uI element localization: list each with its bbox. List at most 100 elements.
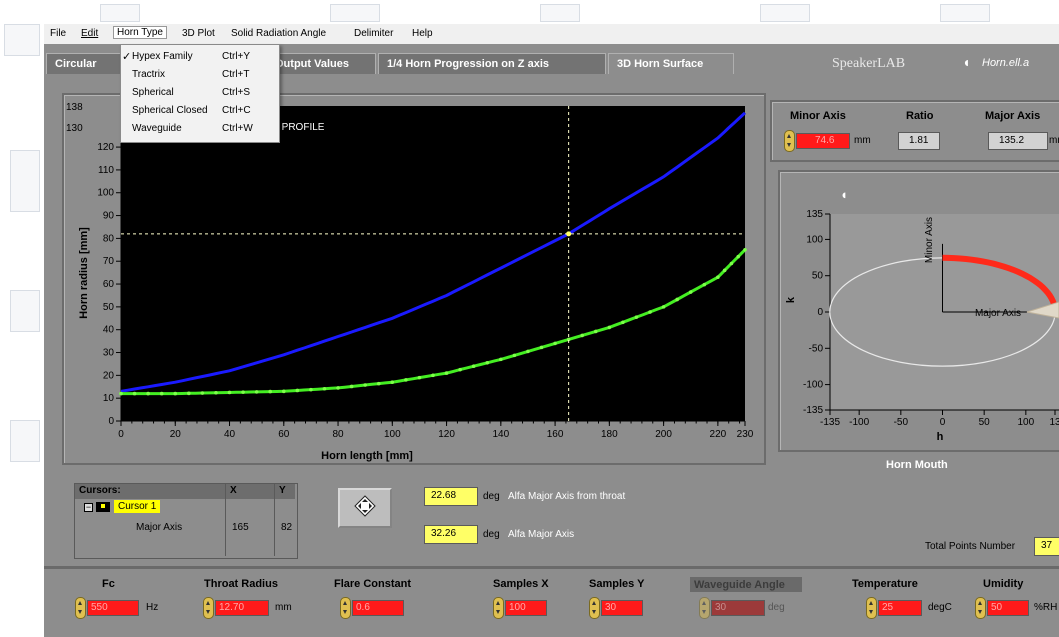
- menu-item-label: Spherical Closed: [132, 105, 208, 116]
- waveguide-label-bg: [690, 577, 802, 592]
- y-tick-label: 120: [97, 142, 114, 153]
- temperature-field[interactable]: 25: [878, 600, 922, 616]
- menu-help[interactable]: Help: [412, 28, 433, 39]
- throat-radius-field[interactable]: 12.70: [215, 600, 269, 616]
- background-shape: [10, 420, 40, 462]
- app-logo: SpeakerLAB: [832, 56, 906, 71]
- umidity-label: Umidity: [983, 578, 1024, 590]
- series-point: [309, 387, 313, 392]
- series-point: [376, 381, 381, 386]
- mouth-x-axis-label: h: [937, 431, 944, 443]
- collapse-icon[interactable]: −: [84, 502, 93, 512]
- series-point: [722, 268, 727, 273]
- column-divider: [225, 484, 226, 556]
- series-point: [471, 364, 476, 369]
- menu-item-waveguide[interactable]: Waveguide Ctrl+W: [121, 120, 279, 138]
- series-point: [295, 388, 300, 393]
- series-point: [580, 333, 585, 338]
- ratio-label: Ratio: [906, 110, 934, 122]
- series-point: [593, 329, 598, 334]
- umidity-field[interactable]: 50: [987, 600, 1029, 616]
- tab-output-values[interactable]: Output Values: [270, 53, 376, 74]
- background-shape: [940, 4, 990, 22]
- mouth-y-tick-label: 135: [806, 209, 823, 220]
- total-points-field: 37: [1034, 537, 1059, 556]
- series-point: [553, 341, 557, 346]
- menu-item-shortcut: Ctrl+S: [222, 87, 251, 98]
- cursors-col-y: Y: [279, 485, 286, 496]
- menu-item-label: Tractrix: [132, 69, 165, 80]
- diamond-arrows-icon: [354, 495, 376, 517]
- y-tick-label: 30: [103, 348, 115, 359]
- menu-file[interactable]: File: [50, 28, 67, 39]
- menu-delimiter[interactable]: Delimiter: [354, 28, 394, 39]
- mouth-quarter-outline: [942, 254, 1059, 313]
- major-axis-unit: mm: [1049, 135, 1059, 146]
- flare-constant-field[interactable]: 0.6: [352, 600, 404, 616]
- menu-item-tractrix[interactable]: Tractrix Ctrl+T: [121, 66, 279, 84]
- menu-solid-radiation-angle[interactable]: Solid Radiation Angle: [231, 28, 327, 39]
- samples-y-spinner[interactable]: [589, 597, 600, 619]
- samples-x-spinner[interactable]: [493, 597, 504, 619]
- minor-axis-spinner[interactable]: [784, 130, 795, 152]
- series-point: [648, 310, 652, 314]
- throat-radius-spinner[interactable]: [203, 597, 214, 619]
- series-point: [688, 290, 693, 294]
- series-point: [458, 367, 462, 372]
- fc-field[interactable]: 550: [87, 600, 139, 616]
- alfa-major-unit: deg: [483, 529, 500, 540]
- x-tick-label: 20: [170, 429, 182, 440]
- series-point: [621, 320, 625, 325]
- series-point: [444, 371, 449, 375]
- mouth-x-tick-label: -135: [820, 417, 840, 428]
- cursor-1-item[interactable]: Cursor 1: [114, 500, 161, 513]
- tab-3d-horn-surface[interactable]: 3D Horn Surface: [608, 53, 734, 74]
- x-tick-label: 80: [332, 429, 344, 440]
- major-axis-field: 135.2: [988, 132, 1048, 150]
- series-point: [675, 297, 679, 302]
- menu-item-spherical[interactable]: Spherical Ctrl+S: [121, 84, 279, 102]
- waveguide-angle-spinner: [699, 597, 710, 619]
- umidity-spinner[interactable]: [975, 597, 986, 619]
- cursor-y-value: 82: [281, 522, 293, 533]
- throat-radius-label: Throat Radius: [204, 578, 278, 590]
- flare-constant-spinner[interactable]: [340, 597, 351, 619]
- minor-axis-field[interactable]: 74.6: [796, 133, 850, 149]
- series-point: [607, 325, 612, 330]
- x-tick-label: 60: [278, 429, 290, 440]
- menu-horn-type[interactable]: Horn Type: [113, 26, 167, 39]
- tab-circular[interactable]: Circular: [46, 53, 122, 74]
- samples-x-field[interactable]: 100: [505, 600, 547, 616]
- menu-item-hypex-family[interactable]: ✓ Hypex Family Ctrl+Y: [121, 48, 279, 66]
- cursors-header-bar: [75, 484, 295, 499]
- samples-x-label: Samples X: [493, 578, 549, 590]
- x-tick-label: 120: [438, 429, 455, 440]
- axis-params-panel: [770, 100, 1059, 162]
- waveguide-angle-field: 30: [711, 600, 765, 616]
- menu-item-spherical-closed[interactable]: Spherical Closed Ctrl+C: [121, 102, 279, 120]
- series-point: [336, 386, 340, 390]
- fc-spinner[interactable]: [75, 597, 86, 619]
- temperature-spinner[interactable]: [866, 597, 877, 619]
- cursor-move-button[interactable]: [338, 488, 392, 528]
- mouth-y-axis-label: k: [785, 296, 797, 303]
- background-shape: [760, 4, 810, 22]
- background-shape: [330, 4, 380, 22]
- cursors-header: Cursors:: [79, 485, 121, 496]
- y-tick-label: 10: [103, 393, 115, 404]
- mouth-y-tick-label: -50: [809, 343, 824, 354]
- mouth-x-tick-label: 0: [940, 417, 946, 428]
- samples-y-field[interactable]: 30: [601, 600, 643, 616]
- background-shape: [10, 290, 40, 332]
- x-tick-label: 220: [710, 429, 727, 440]
- menu-edit[interactable]: Edit: [81, 28, 99, 39]
- cursor-marker-icon: [96, 502, 110, 512]
- alfa-from-throat-label: Alfa Major Axis from throat: [508, 491, 626, 502]
- tab-horn-progression[interactable]: 1/4 Horn Progression on Z axis: [378, 53, 606, 74]
- series-point: [526, 349, 530, 354]
- menu-3d-plot[interactable]: 3D Plot: [182, 28, 215, 39]
- menu-bar: File Edit Horn Type 3D Plot Solid Radiat…: [44, 24, 1059, 45]
- x-tick-label: 230: [737, 429, 754, 440]
- y-tick-label: 110: [98, 165, 114, 176]
- series-point: [539, 345, 544, 350]
